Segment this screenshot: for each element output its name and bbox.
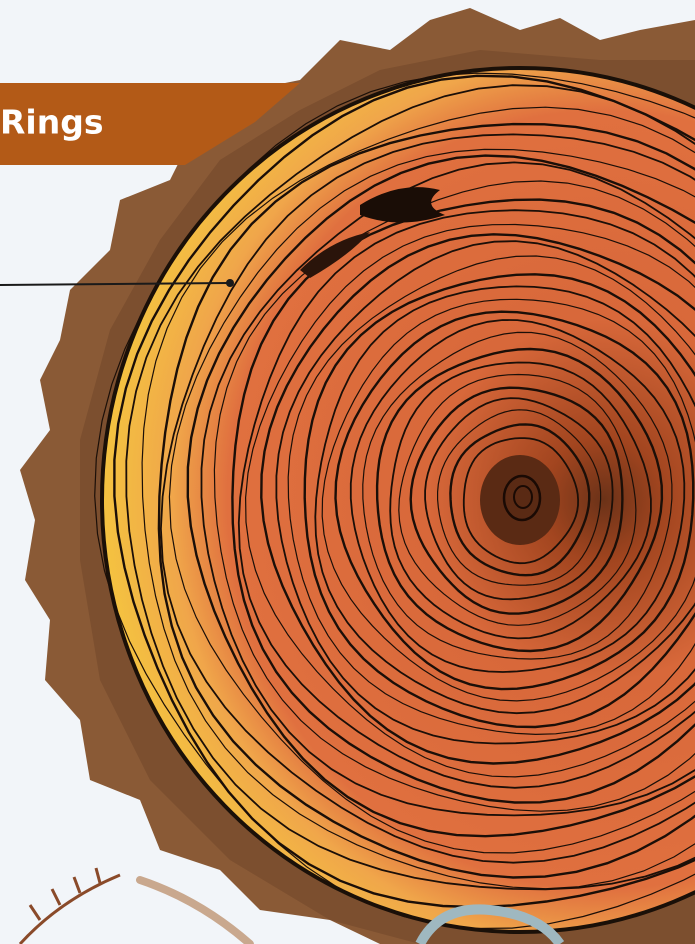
ring-line xyxy=(113,74,695,909)
pith-ring xyxy=(502,474,542,522)
ring-line xyxy=(159,133,695,864)
ring-line xyxy=(244,223,695,778)
ring-line xyxy=(125,84,695,891)
ring-line xyxy=(424,397,614,601)
ring-tool xyxy=(415,904,565,944)
ring-line xyxy=(237,209,695,789)
ring-line xyxy=(200,161,695,817)
pith xyxy=(480,455,560,545)
ring-line xyxy=(314,285,695,715)
ring-line xyxy=(449,423,591,577)
ring-line xyxy=(362,331,673,660)
rings xyxy=(94,72,695,930)
ring-line xyxy=(260,233,695,765)
ring-line xyxy=(334,310,695,691)
knot xyxy=(300,232,370,278)
ring-line xyxy=(303,273,695,729)
ring-line xyxy=(275,240,695,745)
pointer-line xyxy=(0,282,230,286)
knot xyxy=(360,187,445,223)
ring-line xyxy=(398,373,637,626)
ring-line xyxy=(462,437,580,565)
ring-line xyxy=(409,386,624,615)
ring-line xyxy=(141,106,695,890)
twig xyxy=(136,876,254,944)
ring-line xyxy=(349,319,686,673)
ring-line xyxy=(287,255,695,736)
ring-line xyxy=(94,72,695,930)
fern xyxy=(18,867,121,944)
ring-line xyxy=(186,154,695,838)
ring-line xyxy=(437,409,602,586)
label-text: Rings xyxy=(0,103,103,142)
ring-line xyxy=(389,361,652,640)
ring-line xyxy=(213,180,695,812)
pith-ring xyxy=(513,485,533,509)
ring-line xyxy=(168,148,695,854)
label-banner xyxy=(0,83,300,165)
ring-line xyxy=(375,347,664,653)
ring-line xyxy=(231,198,695,804)
ring-line xyxy=(321,298,695,702)
pointer-dot xyxy=(226,279,234,287)
